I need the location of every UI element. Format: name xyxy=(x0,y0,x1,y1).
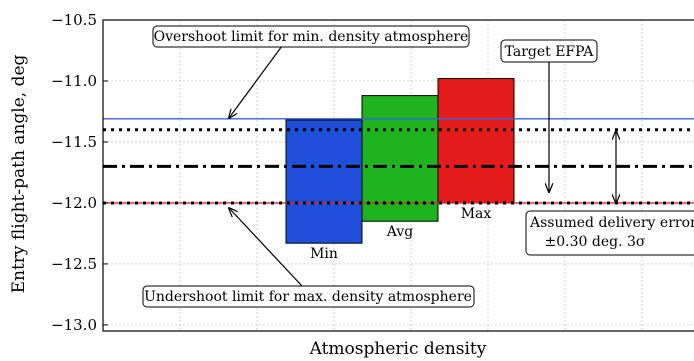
y-axis-label: Entry flight-path angle, deg xyxy=(9,54,29,293)
bar-label-max: Max xyxy=(461,206,492,222)
y-tick-label: −11.5 xyxy=(51,133,97,151)
y-tick-label: −13.0 xyxy=(51,316,97,334)
bar-min xyxy=(286,120,362,243)
undershoot-label: Undershoot limit for max. density atmosp… xyxy=(144,289,472,305)
y-tick-label: −12.0 xyxy=(51,194,97,212)
overshoot-arrow xyxy=(229,46,282,118)
target-annotation: Target EFPA xyxy=(501,40,597,192)
bar-max xyxy=(438,79,514,203)
y-tick-label: −11.0 xyxy=(51,72,97,90)
delivery-error-annotation: Assumed delivery error ±0.30 deg. 3σ xyxy=(526,131,694,255)
y-tick-label: −10.5 xyxy=(51,11,97,29)
target-label: Target EFPA xyxy=(505,44,595,60)
y-tick-label: −12.5 xyxy=(51,255,97,273)
overshoot-label: Overshoot limit for min. density atmosph… xyxy=(154,29,469,45)
delivery-error-label-line2: ±0.30 deg. 3σ xyxy=(545,234,646,250)
x-axis-label: Atmospheric density xyxy=(309,339,487,359)
bar-label-min: Min xyxy=(310,246,338,262)
bar-label-avg: Avg xyxy=(386,224,413,240)
delivery-error-label-line1: Assumed delivery error xyxy=(529,215,694,231)
